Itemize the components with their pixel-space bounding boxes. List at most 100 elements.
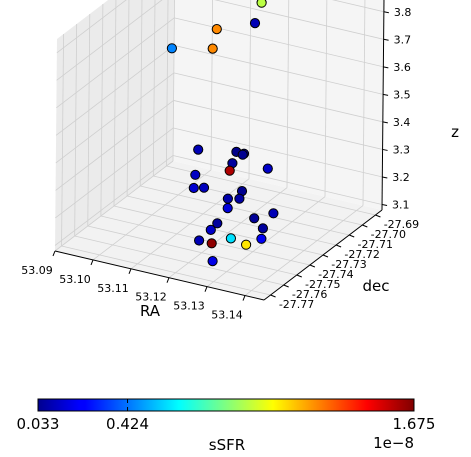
x-tick-label: 53.10 <box>59 273 91 286</box>
data-point <box>193 144 204 155</box>
data-point <box>249 18 261 29</box>
x-tick-label: 53.12 <box>135 291 167 304</box>
z-tick-label: 3.3 <box>393 143 411 156</box>
y-tick-mark <box>283 284 289 288</box>
grid-line-x <box>248 0 252 179</box>
z-tick-label: 3.5 <box>393 88 411 101</box>
y-tick-label: -27.70 <box>371 228 406 241</box>
grid-line-z <box>56 17 175 109</box>
z-tick-label: 3.2 <box>392 171 410 184</box>
data-points <box>166 0 279 267</box>
data-point <box>190 169 201 180</box>
grid-line-z <box>56 0 163 81</box>
y-tick-label: -27.75 <box>305 278 340 291</box>
grid-line-z <box>55 100 174 191</box>
data-point <box>256 0 267 8</box>
data-point <box>207 256 218 267</box>
y-tick-label: -27.73 <box>331 258 366 271</box>
colorbar-tick-label: 0.033 <box>17 415 60 433</box>
data-point <box>194 235 205 246</box>
y-tick-label: -27.69 <box>384 218 419 231</box>
data-point <box>257 223 268 234</box>
x-axis-label: RA <box>140 302 161 320</box>
grid-line-y <box>74 23 78 237</box>
grid-line-x <box>210 0 214 170</box>
x-tick-mark <box>204 286 208 292</box>
y-axis-label: dec <box>363 277 390 295</box>
grid-line-y <box>61 245 271 296</box>
x-tick-label: 53.09 <box>21 264 53 277</box>
grid-line-z <box>173 44 384 95</box>
y-tick-mark <box>335 244 342 248</box>
grid-line-y <box>87 225 297 276</box>
grid-line-y <box>166 0 169 167</box>
colorbar-label: sSFR <box>209 436 245 454</box>
grid-line-z <box>173 100 383 150</box>
grid-line-z <box>214 0 384 40</box>
z-tick-label: 3.8 <box>394 6 412 19</box>
y-tick-label: -27.71 <box>357 238 392 251</box>
grid-line-x <box>172 0 175 162</box>
data-point <box>268 208 279 219</box>
data-point <box>241 239 252 250</box>
x-tick-label: 53.11 <box>97 282 129 295</box>
y-tick-label: -27.77 <box>279 298 314 311</box>
z-axis-line <box>381 0 385 211</box>
grid-line-z <box>55 45 175 136</box>
x-tick-label: 53.13 <box>173 300 205 313</box>
z-tick-mark <box>383 66 389 69</box>
grid-line-z <box>54 155 174 246</box>
grid-line-x <box>362 0 366 206</box>
x-tick-mark <box>90 259 94 266</box>
grid-line-y <box>113 0 117 207</box>
grid-line-z <box>174 17 384 68</box>
data-point <box>222 203 233 214</box>
x-tick-mark <box>128 268 132 275</box>
data-point <box>256 233 267 244</box>
axes-panes <box>55 0 384 300</box>
z-tick-mark <box>382 121 388 124</box>
grid-line-y <box>166 165 376 216</box>
grid-line-y <box>74 235 284 286</box>
data-point <box>212 218 223 229</box>
z-tick-mark <box>381 204 388 206</box>
axes-ticks: 53.1453.1353.1253.1153.1053.09-27.77-27.… <box>21 6 419 322</box>
colorbar-tick-label: 0.424 <box>106 415 149 433</box>
axes-grid <box>54 0 384 296</box>
grid-line-y <box>87 13 91 227</box>
grid-line-z <box>331 0 384 13</box>
data-point <box>234 193 245 204</box>
grid-line-z <box>173 127 383 178</box>
y-tick-mark <box>375 214 381 218</box>
grid-line-y <box>61 33 64 247</box>
data-point <box>262 163 273 174</box>
z-tick-label: 3.7 <box>394 33 412 46</box>
y-tick-mark <box>309 264 316 268</box>
colorbar-gradient <box>37 398 415 412</box>
grid-line-z <box>55 127 174 219</box>
data-point <box>206 238 217 249</box>
grid-line-y <box>100 215 310 266</box>
colorbar-offset-text: 1e−8 <box>373 434 414 452</box>
z-tick-label: 3.1 <box>392 198 410 211</box>
z-tick-mark <box>383 38 389 41</box>
z-tick-mark <box>382 176 388 179</box>
grid-line-z <box>172 155 383 205</box>
z-axis-label: z <box>451 123 459 141</box>
z-tick-mark <box>382 93 389 96</box>
data-point <box>166 43 177 54</box>
data-point <box>198 182 210 193</box>
grid-line-y <box>139 0 143 187</box>
grid-line-x <box>324 0 328 197</box>
x-axis-line <box>54 250 265 301</box>
grid-line-y <box>126 0 130 197</box>
grid-line-x <box>286 0 290 188</box>
grid-line-z <box>56 0 127 54</box>
colorbar: 0.033 0.424 1.675 sSFR 1e−8 <box>17 398 435 454</box>
y-tick-mark <box>322 254 329 258</box>
z-tick-mark <box>382 148 388 151</box>
y-tick-mark <box>349 234 355 238</box>
grid-line-z <box>173 72 383 123</box>
data-point <box>225 233 236 244</box>
